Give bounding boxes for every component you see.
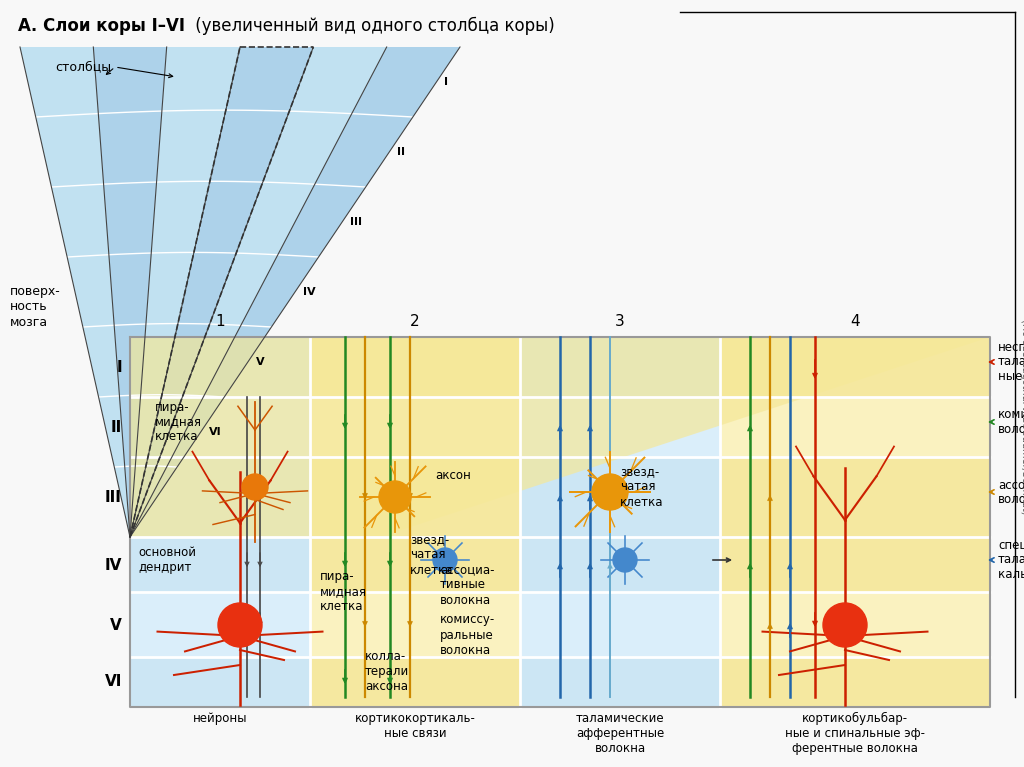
Bar: [720, 657, 990, 707]
Circle shape: [218, 603, 262, 647]
Circle shape: [823, 603, 867, 647]
Bar: [520, 592, 720, 657]
Text: ассоциа-
тивные
волокна: ассоциа- тивные волокна: [440, 564, 495, 607]
Text: (увеличенный вид одного столбца коры): (увеличенный вид одного столбца коры): [190, 17, 555, 35]
Bar: [310, 337, 520, 397]
Text: комиссу-
ральные
волокна: комиссу- ральные волокна: [440, 614, 496, 657]
Bar: [310, 592, 520, 657]
Bar: [130, 337, 990, 707]
Text: III: III: [350, 217, 362, 227]
Text: V: V: [256, 357, 264, 367]
Text: 1: 1: [215, 314, 225, 329]
Text: II: II: [111, 420, 122, 434]
Text: кортикокортикаль-
ные связи: кортикокортикаль- ные связи: [354, 712, 475, 740]
Bar: [520, 457, 720, 537]
Bar: [520, 337, 720, 397]
Bar: [130, 337, 310, 397]
Polygon shape: [130, 47, 313, 537]
Text: V: V: [111, 617, 122, 633]
Text: (По Szentágothai и Birbaumer/Schmidt): (По Szentágothai и Birbaumer/Schmidt): [1020, 319, 1024, 515]
Text: ассоциативные
волокна: ассоциативные волокна: [998, 478, 1024, 506]
Text: колла-
терали
аксона: колла- терали аксона: [365, 650, 410, 693]
Text: специфические
таламокорти-
кальные волокна: специфические таламокорти- кальные волок…: [998, 538, 1024, 581]
Text: 3: 3: [615, 314, 625, 329]
Text: пира-
мидная
клетка: пира- мидная клетка: [319, 570, 367, 613]
Bar: [520, 657, 720, 707]
Text: II: II: [397, 147, 406, 157]
Bar: [520, 397, 720, 457]
Text: VI: VI: [104, 674, 122, 690]
Text: аксон: аксон: [435, 469, 471, 482]
Bar: [720, 397, 990, 457]
Text: комиссуральные
волокна: комиссуральные волокна: [998, 408, 1024, 436]
Circle shape: [379, 481, 411, 513]
Text: кортикобульбар-
ные и спинальные эф-
ферентные волокна: кортикобульбар- ные и спинальные эф- фер…: [785, 712, 925, 755]
Text: VI: VI: [209, 427, 221, 437]
Circle shape: [433, 548, 457, 572]
Bar: [720, 537, 990, 592]
Text: звезд-
чатая
клетка: звезд- чатая клетка: [410, 534, 454, 577]
Polygon shape: [20, 47, 130, 537]
Text: нейроны: нейроны: [193, 712, 247, 725]
Text: 4: 4: [850, 314, 860, 329]
Polygon shape: [130, 47, 387, 537]
Text: IV: IV: [303, 287, 315, 297]
Circle shape: [242, 474, 268, 500]
Bar: [130, 457, 310, 537]
Bar: [310, 457, 520, 537]
Bar: [130, 592, 310, 657]
Bar: [310, 657, 520, 707]
Polygon shape: [130, 47, 240, 537]
Bar: [130, 537, 310, 592]
Polygon shape: [130, 337, 990, 537]
Text: основной
дендрит: основной дендрит: [138, 546, 196, 574]
Text: 2: 2: [411, 314, 420, 329]
Circle shape: [592, 474, 628, 510]
Bar: [130, 657, 310, 707]
Bar: [720, 457, 990, 537]
Text: пира-
мидная
клетка: пира- мидная клетка: [155, 400, 202, 443]
Text: столбцы: столбцы: [55, 61, 112, 74]
Text: III: III: [105, 489, 122, 505]
Bar: [310, 537, 520, 592]
Text: звезд-
чатая
клетка: звезд- чатая клетка: [620, 466, 664, 509]
Polygon shape: [130, 47, 460, 537]
Bar: [310, 397, 520, 457]
Polygon shape: [93, 47, 167, 537]
Text: А. Слои коры I–VI: А. Слои коры I–VI: [18, 17, 185, 35]
Text: поверх-
ность
мозга: поверх- ность мозга: [10, 285, 60, 328]
Bar: [720, 337, 990, 397]
Text: I: I: [117, 360, 122, 374]
Bar: [520, 537, 720, 592]
Text: неспецифические
таламокортикаль-
ные волокна: неспецифические таламокортикаль- ные вол…: [998, 341, 1024, 384]
Bar: [720, 592, 990, 657]
Text: таламические
афферентные
волокна: таламические афферентные волокна: [575, 712, 665, 755]
Text: IV: IV: [104, 558, 122, 572]
Bar: [130, 397, 310, 457]
Circle shape: [613, 548, 637, 572]
Text: I: I: [444, 77, 449, 87]
